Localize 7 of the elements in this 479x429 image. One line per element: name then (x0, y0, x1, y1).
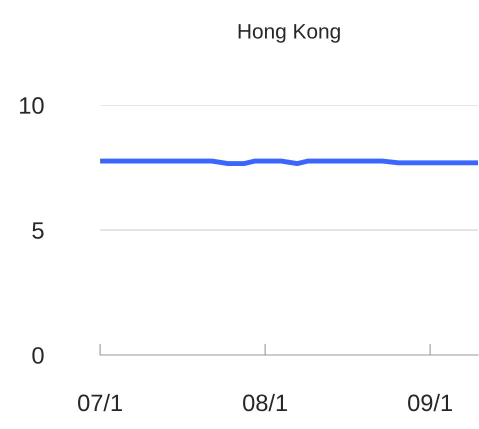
x-tick-label: 09/1 (408, 394, 452, 412)
y-tick-label: 0 (32, 347, 44, 364)
chart-title: Hong Kong (238, 24, 340, 43)
x-tick-label: 08/1 (243, 394, 287, 412)
y-tick-label: 10 (20, 97, 44, 114)
x-tick-label: 07/1 (78, 394, 122, 412)
y-tick-label: 5 (32, 222, 44, 239)
